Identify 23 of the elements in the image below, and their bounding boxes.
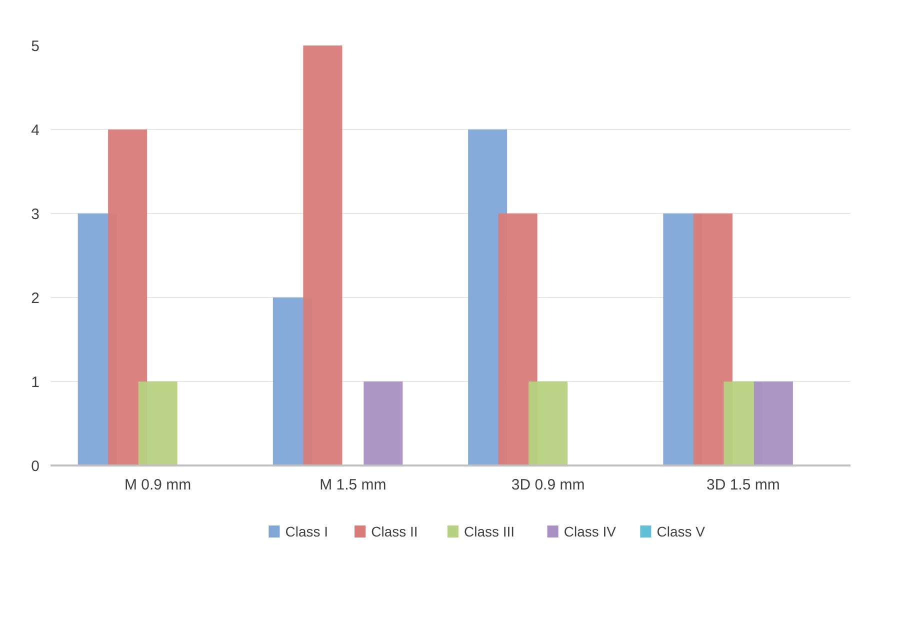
- legend-label: Class III: [464, 524, 515, 540]
- x-tick-label: M 1.5 mm: [320, 476, 386, 494]
- y-tick-label: 3: [31, 206, 40, 223]
- bar: [303, 46, 342, 466]
- x-tick-label: 3D 1.5 mm: [706, 476, 780, 494]
- y-tick-label: 5: [31, 38, 40, 55]
- x-tick-label: M 0.9 mm: [124, 476, 192, 494]
- legend-label: Class II: [371, 524, 418, 540]
- legend-label: Class IV: [564, 524, 617, 540]
- y-tick-label: 2: [31, 290, 40, 307]
- x-tick-label: 3D 0.9 mm: [511, 476, 585, 494]
- legend-label: Class V: [656, 524, 706, 540]
- bar: [754, 382, 793, 466]
- bar: [498, 214, 538, 466]
- bar: [138, 382, 178, 466]
- y-tick-label: 4: [31, 122, 40, 139]
- legend-label: Class I: [285, 524, 328, 540]
- bar: [528, 382, 568, 466]
- bar: [108, 130, 148, 466]
- y-tick-label: 0: [31, 458, 40, 475]
- bar: [364, 382, 403, 466]
- bar: [693, 214, 732, 466]
- y-tick-label: 1: [31, 374, 40, 391]
